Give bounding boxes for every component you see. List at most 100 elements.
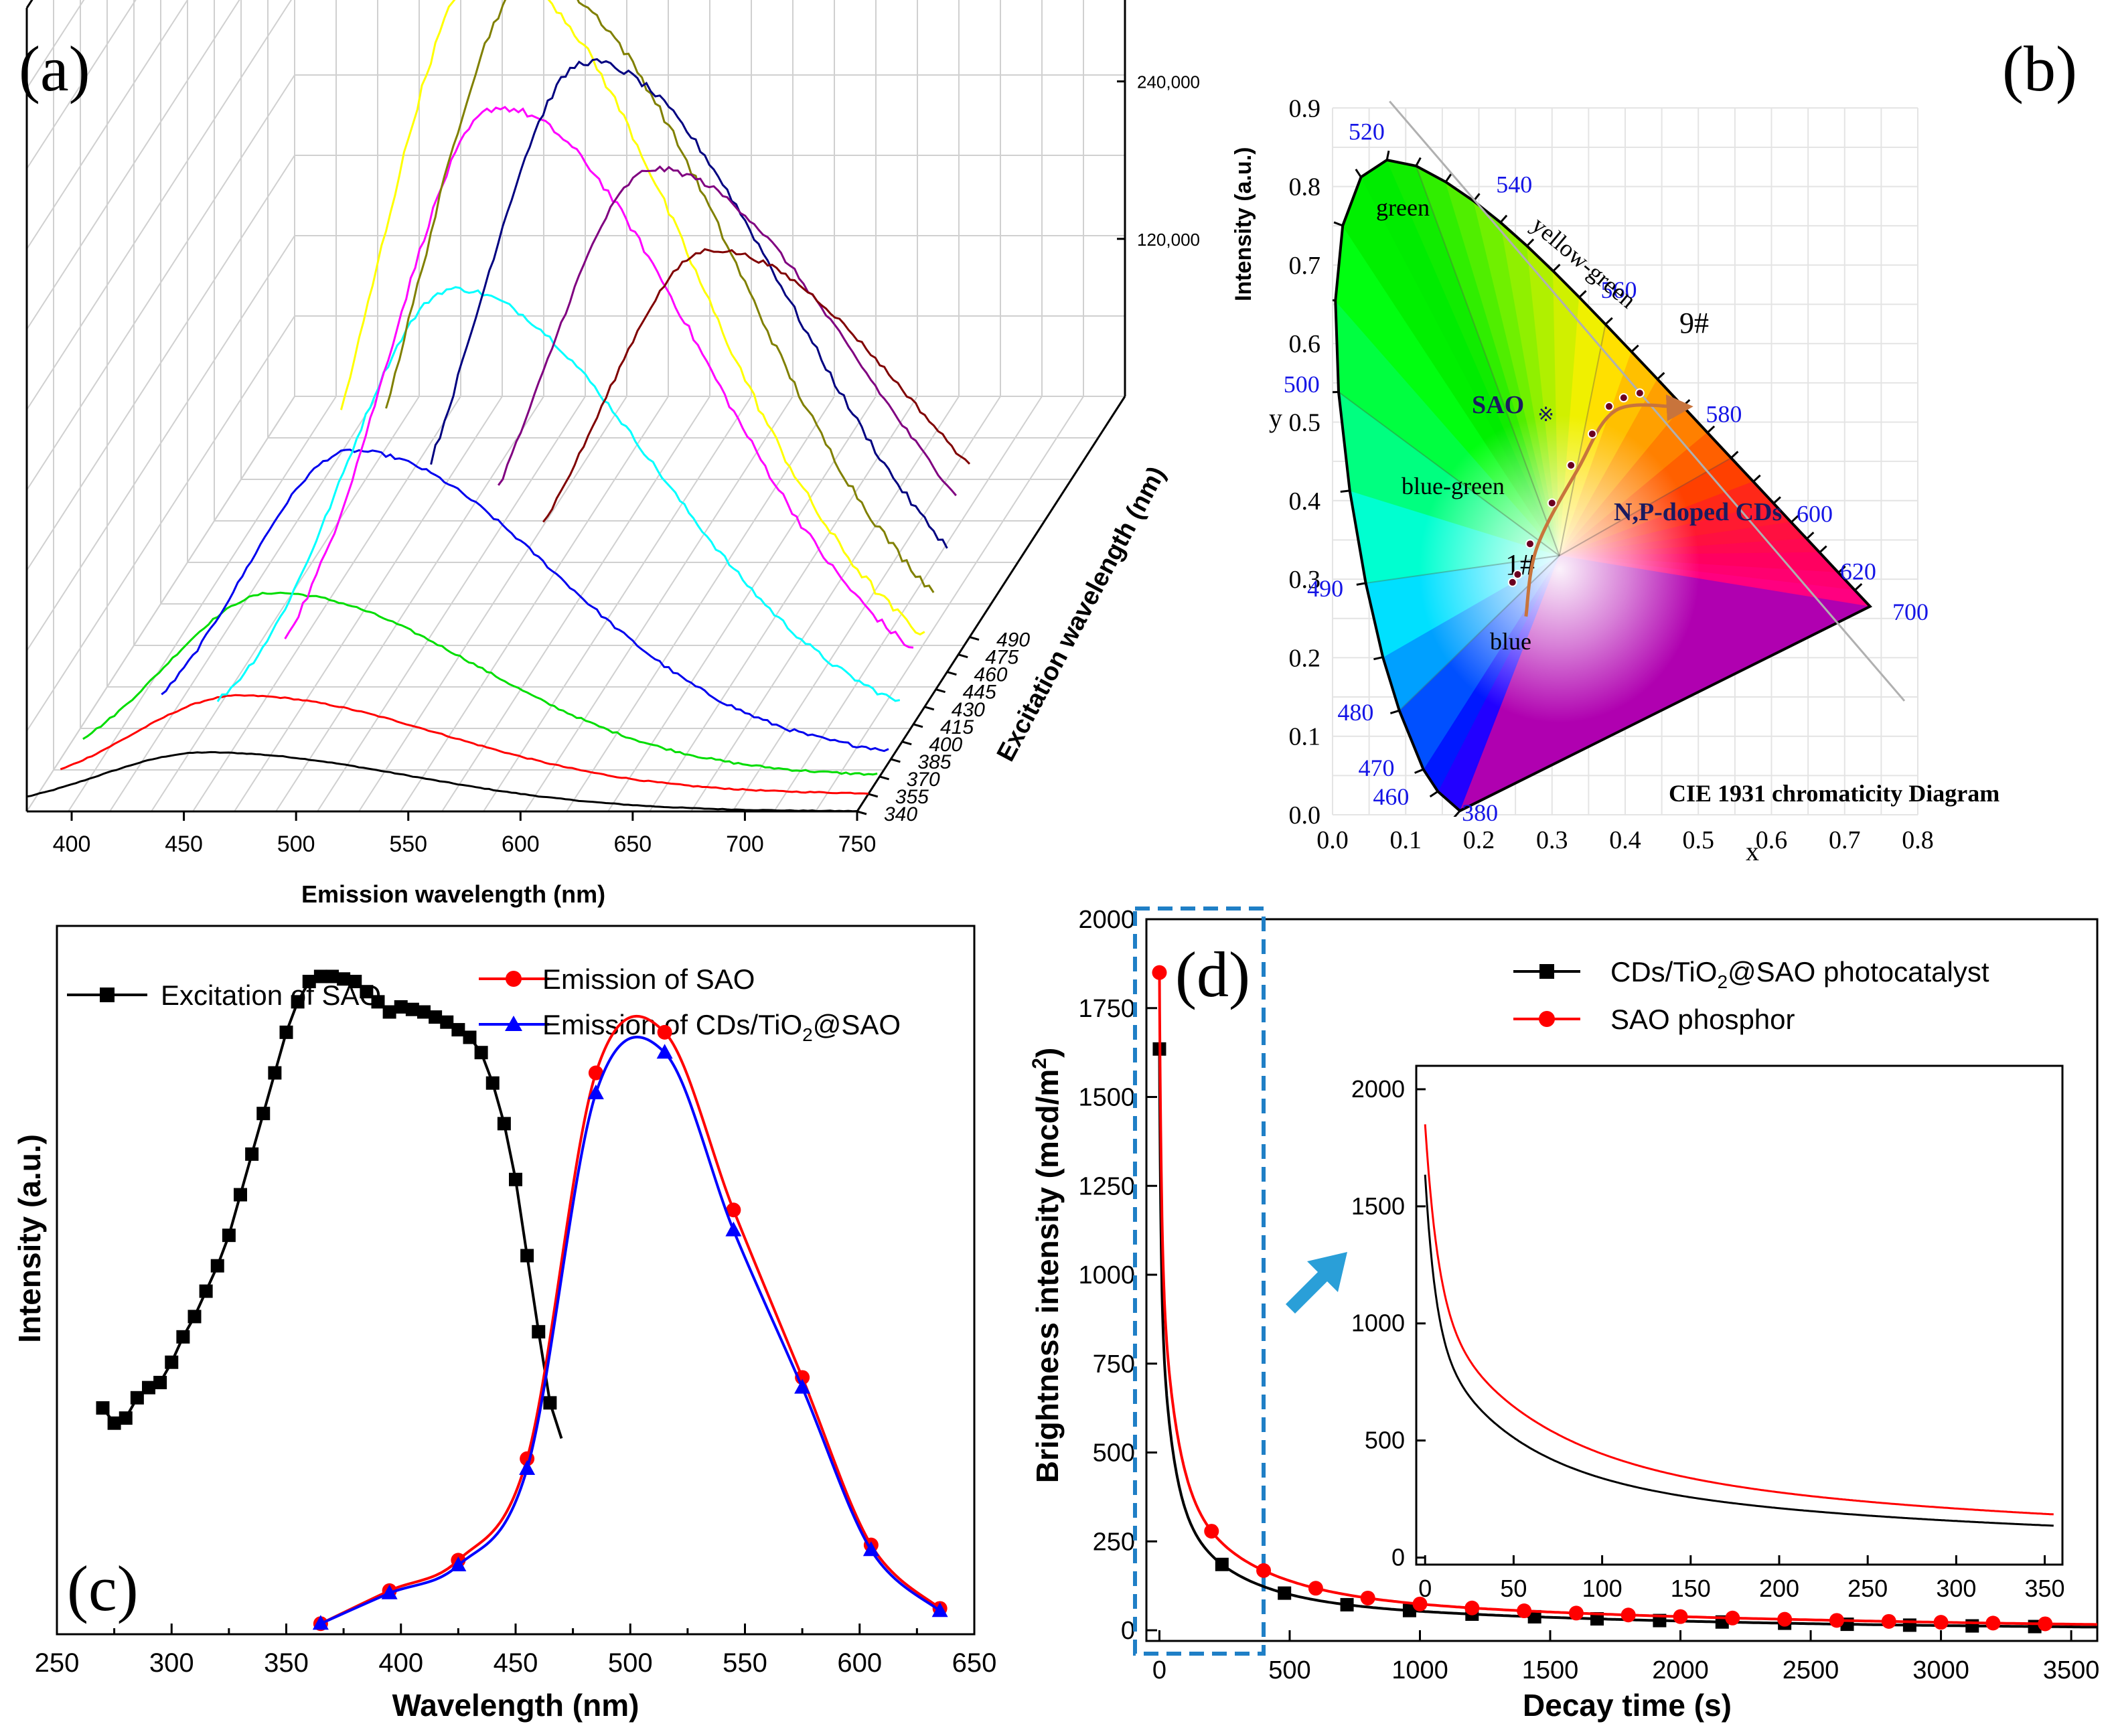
cie-white-glow	[1418, 414, 1700, 723]
c-marker-excitation	[210, 1259, 224, 1273]
b-ytick-label: 0.1	[1289, 723, 1321, 751]
d-ytick-label: 750	[1093, 1350, 1135, 1378]
legend-marker-emission-cds	[505, 1016, 522, 1031]
zoom-arrow-icon	[1286, 1252, 1347, 1314]
d-marker-photocatalyst	[1215, 1557, 1229, 1571]
panel-a-label: (a)	[19, 33, 90, 104]
a-xtick-label: 450	[165, 832, 203, 857]
c-marker-emission-cds	[381, 1584, 398, 1599]
c-marker-excitation	[313, 969, 327, 983]
panel-d-legend: CDs/TiO2@SAO photocatalyst SAO phosphor	[1513, 956, 1989, 1035]
c-marker-emission-cds	[725, 1221, 742, 1237]
zoom-box	[1133, 906, 1266, 1656]
panel-d-ylabel-end: )	[1030, 1048, 1065, 1058]
c-marker-excitation	[382, 1005, 396, 1019]
d-xtick-label: 1500	[1522, 1656, 1579, 1684]
a-ytick-label: 415	[940, 716, 974, 738]
c-marker-excitation	[325, 969, 339, 983]
c-marker-excitation	[337, 972, 351, 986]
legend-photocatalyst-sub: 2	[1717, 971, 1728, 992]
inset-ytick-label: 0	[1391, 1544, 1405, 1571]
a-curve-415	[284, 106, 914, 649]
panel-c-ylabel: Intensity (a.u.)	[12, 1134, 47, 1343]
c-marker-emission-cds	[587, 1084, 604, 1099]
region-blue: blue	[1490, 628, 1531, 655]
c-marker-excitation	[417, 1005, 431, 1019]
inset-xtick-label: 100	[1582, 1575, 1622, 1602]
c-marker-excitation	[451, 1023, 465, 1037]
panel-b-points	[1507, 388, 1693, 617]
panel-a-grid	[25, 0, 1126, 813]
d-ytick-label: 1000	[1078, 1261, 1135, 1289]
panel-d-ylabel-sup: 2	[1029, 1058, 1051, 1069]
b-ytick-label: 0.7	[1289, 252, 1321, 280]
b-xtick-label: 0.8	[1902, 826, 1934, 854]
d-marker-sao-phosphor	[1673, 1609, 1688, 1624]
a-ytick-label: 400	[929, 734, 962, 756]
panel-a-xlabel: Emission wavelength (nm)	[301, 880, 605, 908]
legend-photocatalyst-end: @SAO photocatalyst	[1728, 956, 1989, 988]
panel-d-ylabel: Brightness intensity (mcd/m	[1030, 1069, 1065, 1484]
c-marker-excitation	[245, 1147, 259, 1161]
a-ytick-label: 355	[895, 786, 929, 808]
c-line-excitation	[101, 975, 563, 1439]
d-marker-sao-phosphor	[1985, 1615, 2001, 1631]
d-marker-sao-phosphor	[1204, 1524, 1219, 1539]
inset-frame	[1415, 1064, 2064, 1566]
a-ytick-mark	[901, 740, 912, 746]
a-ytick-mark	[946, 671, 957, 676]
panel-b-axes: 0.0 0.1 0.2 0.3 0.4 0.5 0.6 0.7 0.8 0.0 0.1 0.2 0.3 0…	[1289, 94, 1934, 854]
wavelength-label-560: 560	[1601, 277, 1637, 303]
c-marker-excitation	[222, 1229, 236, 1243]
d-marker-sao-phosphor	[1464, 1600, 1480, 1615]
d-line-sao-phosphor	[1158, 972, 2097, 1626]
d-marker-sao-phosphor	[1777, 1611, 1793, 1627]
a-ytick-label: 340	[884, 803, 917, 825]
b-ytick-label: 0.8	[1289, 173, 1321, 202]
c-xtick-label: 650	[952, 1648, 997, 1678]
b-xtick-label: 0.3	[1536, 826, 1568, 854]
panel-c-xlabel: Wavelength (nm)	[392, 1688, 639, 1723]
a-ztick-label: 120,000	[1137, 230, 1200, 250]
c-marker-emission-cds	[450, 1557, 467, 1572]
wavelength-label-480: 480	[1337, 699, 1373, 726]
c-xtick-label: 250	[35, 1648, 80, 1678]
panel-d-series	[1152, 965, 2097, 1634]
a-ytick-label: 445	[963, 682, 996, 704]
legend-emission-cds-end: @SAO	[813, 1009, 901, 1040]
d-xtick-label: 3000	[1912, 1656, 1969, 1684]
d-xtick-label: 0	[1152, 1656, 1166, 1684]
panel-a-emission-ticks: 400 450 500 550 600 650 700 750	[53, 811, 876, 857]
c-xtick-label: 500	[608, 1648, 653, 1678]
d-marker-sao-phosphor	[1412, 1596, 1428, 1611]
a-ytick-mark	[969, 636, 980, 641]
b-xtick-label: 0.1	[1390, 826, 1422, 854]
cie-outline	[1334, 158, 1872, 813]
c-marker-excitation	[256, 1107, 271, 1121]
c-marker-excitation	[234, 1188, 247, 1202]
legend-sao-phosphor: SAO phosphor	[1610, 1004, 1795, 1035]
cds-label: N,P-doped CDs	[1614, 498, 1782, 526]
a-curve-355	[60, 694, 869, 795]
d-ytick-label: 2000	[1078, 906, 1135, 934]
d-marker-photocatalyst	[1402, 1603, 1416, 1617]
c-marker-excitation	[463, 1030, 477, 1044]
c-marker-excitation	[119, 1411, 133, 1425]
svg-text:CDs/TiO2@SAO photocatalyst: CDs/TiO2@SAO photocatalyst	[1610, 956, 1989, 992]
c-marker-excitation	[302, 975, 316, 989]
svg-text:Emission of CDs/TiO2@SAO: Emission of CDs/TiO2@SAO	[542, 1009, 901, 1045]
panel-b-label: (b)	[2002, 33, 2077, 104]
legend-marker-photocatalyst	[1539, 964, 1554, 979]
d-xtick-label: 2000	[1652, 1656, 1709, 1684]
c-marker-emission-sao	[657, 1024, 672, 1040]
d-xtick-label: 2500	[1783, 1656, 1839, 1684]
c-line-emission-sao	[320, 1014, 941, 1626]
d-ytick-label: 1250	[1078, 1172, 1135, 1200]
a-ytick-label: 370	[907, 769, 940, 791]
b-ytick-label: 0.5	[1289, 409, 1321, 437]
inset-ticks: 0 50 100 150 200 250 300 350 0 500 1000 1500 2000	[1351, 1075, 2065, 1602]
b-xtick-label: 0.2	[1463, 826, 1495, 854]
c-marker-emission-sao	[726, 1202, 741, 1218]
